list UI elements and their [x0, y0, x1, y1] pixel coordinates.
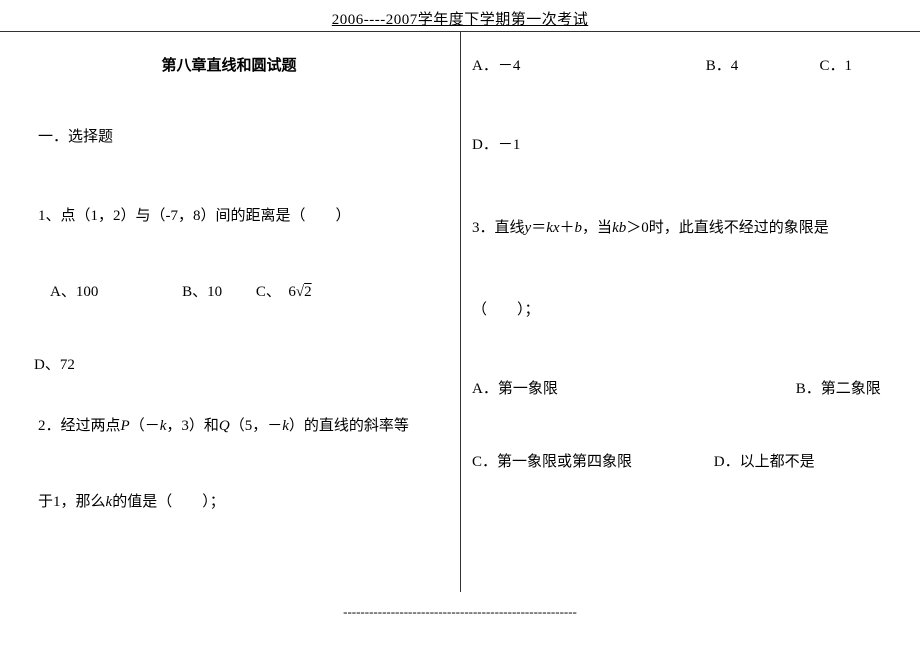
question-2-option-d: D．－1: [472, 133, 902, 154]
q3-opt-a: A．第一象限: [472, 377, 792, 398]
question-3-text: 3．直线y＝kx＋b，当kb＞0时，此直线不经过的象限是: [472, 216, 902, 240]
q3-mid: ，当: [582, 220, 612, 236]
q2-l1-mid2: ，3）和: [166, 418, 219, 434]
q2-l1-q: Q: [219, 418, 230, 434]
q3-opt-d: D．以上都不是: [714, 450, 815, 471]
q1-opt-c-prefix: C、 6: [256, 284, 296, 300]
q1-opt-b: B、10: [182, 280, 222, 301]
left-column: 第八章直线和圆试题 一．选择题 1、点（1，2）与（-7，8）间的距离是（ ） …: [0, 32, 460, 592]
q3-opt-b: B．第二象限: [796, 377, 881, 398]
q2-opt-a: A．－4: [472, 54, 702, 75]
question-1-option-d: D、72: [34, 353, 440, 374]
q3-kx: kx: [546, 220, 559, 236]
q1-opt-c-sqrt: 2: [304, 284, 312, 300]
q3-b: b: [575, 220, 583, 236]
q3-kb: kb: [612, 220, 626, 236]
q3-end: ＞0时，此直线不经过的象限是: [626, 220, 829, 236]
right-column: A．－4 B．4 C．1 D．－1 3．直线y＝kx＋b，当kb＞0时，此直线不…: [460, 32, 920, 592]
question-2-options-abc: A．－4 B．4 C．1: [472, 54, 902, 75]
q2-l1-mid1: （－: [130, 418, 160, 434]
q3-eq: ＝: [531, 220, 546, 236]
question-3-paren: （ ）；: [472, 298, 902, 319]
q2-opt-c: C．1: [820, 54, 853, 75]
question-3-options-ab: A．第一象限 B．第二象限: [472, 377, 902, 398]
sqrt-icon: 2: [296, 284, 312, 301]
question-1-text: 1、点（1，2）与（-7，8）间的距离是（ ）: [38, 204, 440, 228]
q2-l2-prefix: 于1，那么: [38, 494, 106, 510]
q2-l1-prefix: 2．经过两点: [38, 418, 121, 434]
q3-plus: ＋: [560, 220, 575, 236]
column-divider: [460, 32, 461, 592]
question-3-options-cd: C．第一象限或第四象限 D．以上都不是: [472, 450, 902, 471]
question-1-options-abc: A、100 B、10 C、 6 2: [50, 280, 440, 301]
q2-l2-end: 的值是（ ）；: [112, 494, 225, 510]
question-2-line1: 2．经过两点P（－k，3）和Q（5，－k）的直线的斜率等: [38, 414, 440, 438]
q2-l1-mid3: （5，－: [230, 418, 283, 434]
q1-opt-c: C、 6 2: [256, 284, 312, 300]
chapter-title: 第八章直线和圆试题: [18, 54, 440, 75]
q3-prefix: 3．直线: [472, 220, 525, 236]
page-header-title: 2006----2007学年度下学期第一次考试: [0, 0, 920, 29]
q2-l1-k2: k: [282, 418, 289, 434]
footer-dashes: ----------------------------------------…: [0, 604, 920, 620]
question-2-line2: 于1，那么k的值是（ ）；: [38, 490, 440, 514]
q2-opt-b: B．4: [706, 54, 816, 75]
q2-l1-p: P: [121, 418, 130, 434]
q3-opt-c: C．第一象限或第四象限: [472, 450, 710, 471]
q1-opt-a: A、100: [50, 280, 98, 301]
content-wrapper: 第八章直线和圆试题 一．选择题 1、点（1，2）与（-7，8）间的距离是（ ） …: [0, 32, 920, 592]
section-heading: 一．选择题: [38, 125, 440, 146]
q2-l1-end: ）的直线的斜率等: [289, 418, 409, 434]
